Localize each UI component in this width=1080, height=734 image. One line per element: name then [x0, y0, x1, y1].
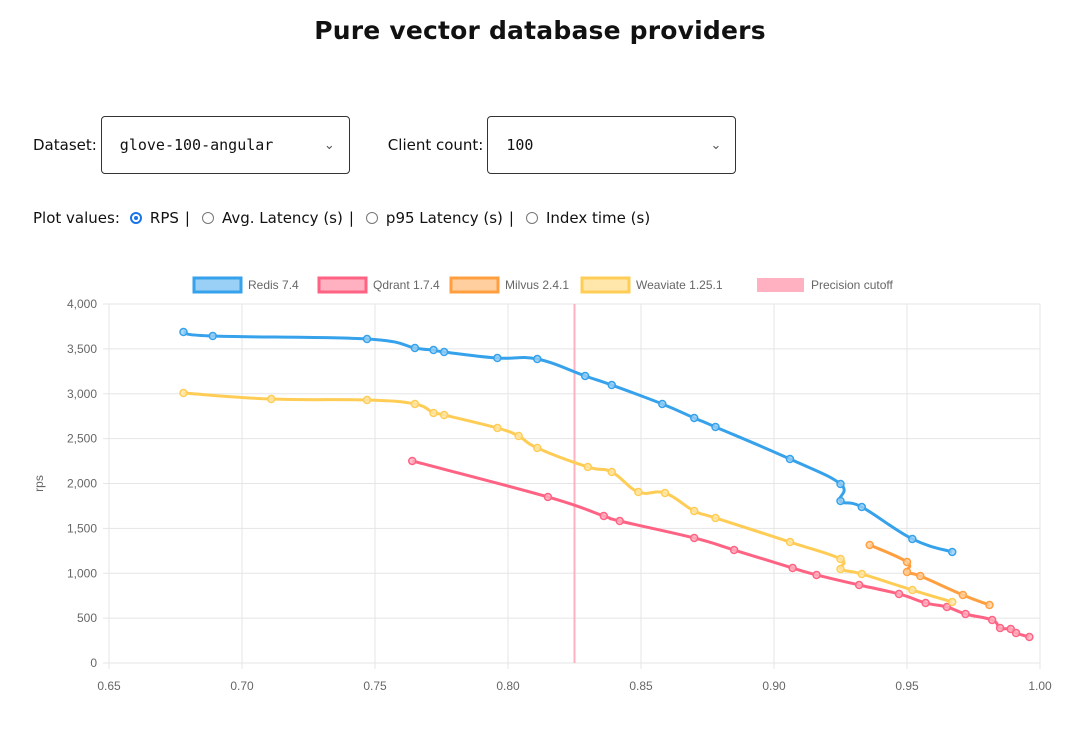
x-tick-label: 0.75 — [363, 679, 387, 693]
series-weaviate-1-25-1 — [179, 388, 957, 607]
dataset-label: Dataset: — [33, 136, 97, 154]
radio-rps-label[interactable]: RPS — [149, 209, 179, 227]
separator: | — [348, 209, 354, 227]
y-tick-label: 4,000 — [67, 297, 97, 311]
radio-index-time[interactable] — [525, 212, 538, 224]
chart-axes: 0 500 1,000 1,500 2,000 2,500 3,000 3,500 4,000 0… — [32, 297, 1052, 693]
client-count-value: 100 — [506, 136, 534, 154]
svg-text:Qdrant 1.7.4: Qdrant 1.7.4 — [373, 278, 440, 292]
radio-p95-latency-label[interactable]: p95 Latency (s) — [385, 209, 503, 227]
client-count-select[interactable]: 100 ⌄ — [487, 116, 737, 174]
separator: | — [184, 209, 190, 227]
svg-text:Precision cutoff: Precision cutoff — [811, 278, 893, 292]
y-tick-label: 2,000 — [67, 477, 97, 491]
series-milvus-2-4-1 — [865, 540, 994, 610]
legend-item[interactable]: Weaviate 1.25.1 — [580, 276, 723, 294]
chart-legend: Redis 7.4 Qdrant 1.7.4 Milvus 2.4.1 Weaviat… — [192, 276, 893, 294]
y-tick-label: 500 — [77, 611, 97, 625]
series-qdrant-1-7-4 — [407, 456, 1034, 642]
radio-index-time-label[interactable]: Index time (s) — [545, 209, 651, 227]
y-axis-label: rps — [32, 475, 46, 492]
legend-item[interactable]: Milvus 2.4.1 — [449, 276, 569, 294]
x-tick-label: 0.85 — [629, 679, 653, 693]
chevron-down-icon: ⌄ — [710, 137, 722, 153]
legend-item[interactable]: Precision cutoff — [757, 278, 893, 292]
x-tick-label: 0.70 — [230, 679, 254, 693]
y-tick-label: 0 — [90, 656, 97, 670]
series-redis-7-4 — [179, 327, 957, 557]
radio-rps[interactable] — [129, 212, 142, 224]
dataset-value: glove-100-angular — [119, 136, 274, 154]
y-tick-label: 1,500 — [67, 521, 97, 535]
radio-avg-latency[interactable] — [201, 212, 214, 224]
y-tick-label: 3,000 — [67, 387, 97, 401]
chart-grid — [103, 303, 1041, 669]
separator: | — [508, 209, 514, 227]
radio-avg-latency-label[interactable]: Avg. Latency (s) — [221, 209, 343, 227]
chevron-down-icon: ⌄ — [323, 137, 335, 153]
legend-item[interactable]: Qdrant 1.7.4 — [317, 276, 440, 294]
y-tick-label: 2,500 — [67, 432, 97, 446]
svg-text:Weaviate 1.25.1: Weaviate 1.25.1 — [636, 278, 723, 292]
plot-values-selector: Plot values: RPS | Avg. Latency (s) | p9… — [33, 209, 650, 227]
x-tick-label: 0.65 — [97, 679, 121, 693]
svg-text:Redis 7.4: Redis 7.4 — [248, 278, 299, 292]
radio-p95-latency[interactable] — [365, 212, 378, 224]
x-tick-label: 0.90 — [762, 679, 786, 693]
client-count-label: Client count: — [387, 136, 484, 154]
dataset-select[interactable]: glove-100-angular ⌄ — [100, 116, 350, 174]
chart-series — [179, 327, 1034, 642]
x-tick-label: 0.95 — [895, 679, 919, 693]
y-tick-label: 3,500 — [67, 342, 97, 356]
filter-controls: Dataset: glove-100-angular ⌄ Client coun… — [33, 116, 737, 174]
svg-text:Milvus 2.4.1: Milvus 2.4.1 — [505, 278, 569, 292]
page-title: Pure vector database providers — [314, 16, 766, 45]
legend-item[interactable]: Redis 7.4 — [192, 276, 299, 294]
x-tick-label: 0.80 — [496, 679, 520, 693]
y-tick-label: 1,000 — [67, 566, 97, 580]
plot-values-label: Plot values: — [33, 209, 120, 227]
x-tick-label: 1.00 — [1028, 679, 1052, 693]
